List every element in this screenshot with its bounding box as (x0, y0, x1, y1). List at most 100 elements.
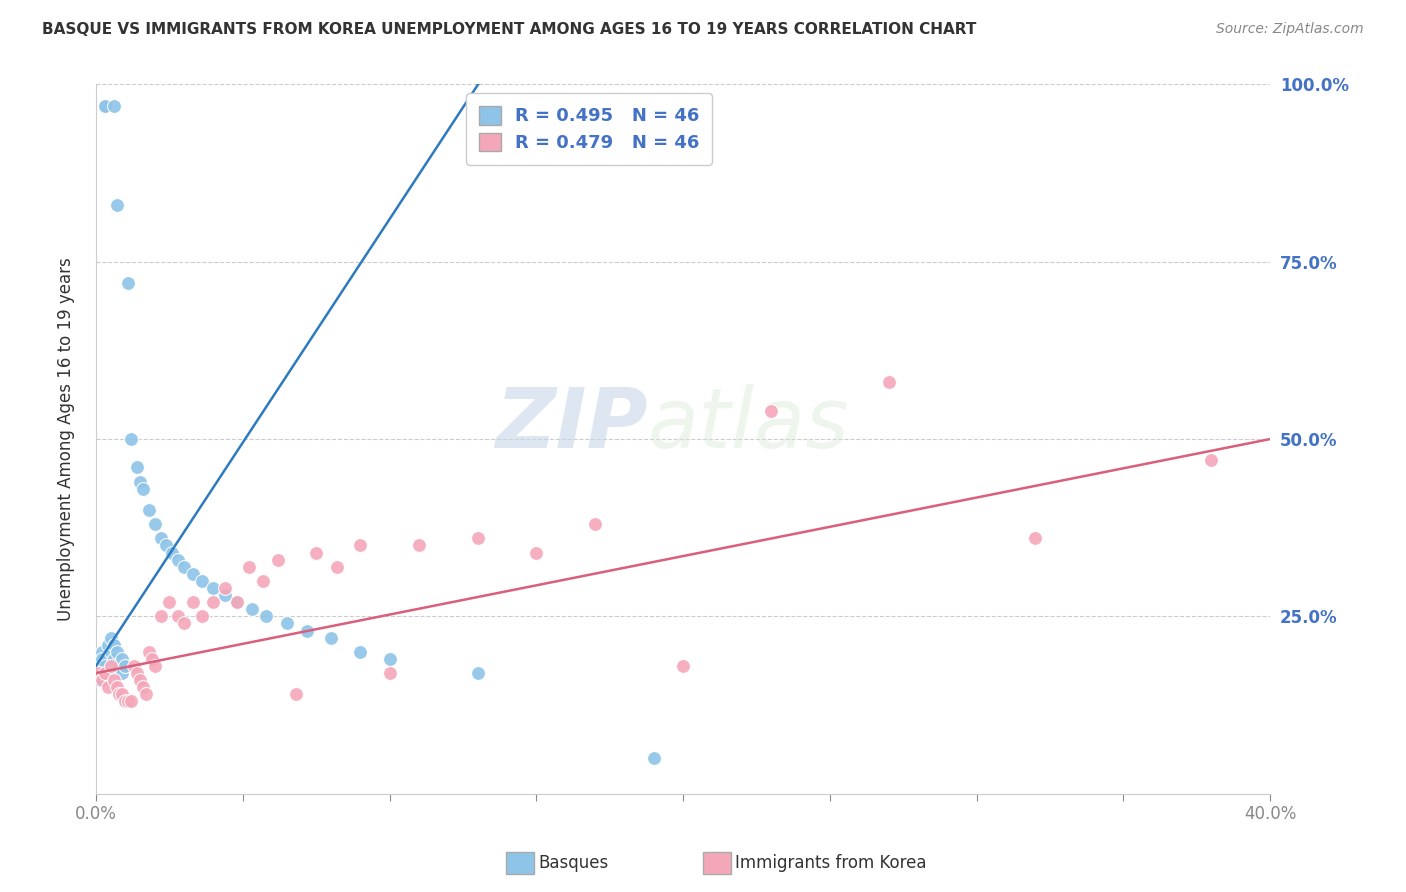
Point (173, 616, 195, 631)
Point (225, 595, 247, 609)
Point (162, 545, 184, 559)
Point (141, 652, 163, 666)
Point (349, 645, 371, 659)
Point (167, 609, 190, 624)
Point (240, 602, 263, 616)
Point (108, 687, 131, 701)
Point (238, 559, 260, 574)
Point (90, 673, 112, 688)
Point (94, 666, 117, 681)
Point (319, 631, 342, 645)
Point (127, 666, 149, 681)
Point (135, 687, 157, 701)
Point (1024, 532, 1046, 546)
Point (87, 652, 110, 666)
Point (103, 673, 125, 688)
Point (120, 432, 142, 446)
Point (127, 460, 149, 475)
Text: BASQUE VS IMMIGRANTS FROM KOREA UNEMPLOYMENT AMONG AGES 16 TO 19 YEARS CORRELATI: BASQUE VS IMMIGRANTS FROM KOREA UNEMPLOY… (42, 22, 977, 37)
Point (103, 99, 125, 113)
Point (138, 645, 160, 659)
Point (252, 574, 274, 588)
Point (284, 687, 307, 701)
Point (349, 538, 371, 552)
Point (114, 659, 136, 673)
Point (94, 99, 117, 113)
Point (225, 595, 247, 609)
Point (583, 517, 606, 532)
Point (117, 276, 139, 290)
Point (408, 538, 430, 552)
Point (167, 552, 190, 566)
Point (105, 645, 128, 659)
Point (143, 517, 166, 532)
Point (122, 659, 145, 673)
Point (267, 552, 290, 566)
Point (378, 666, 401, 681)
Point (467, 532, 489, 546)
Text: Source: ZipAtlas.com: Source: ZipAtlas.com (1216, 22, 1364, 37)
Point (149, 609, 172, 624)
Point (108, 659, 131, 673)
Point (111, 652, 134, 666)
Text: Basques: Basques (538, 854, 609, 871)
Point (254, 609, 277, 624)
Point (105, 681, 128, 695)
Point (103, 652, 125, 666)
Point (155, 538, 177, 552)
Point (103, 638, 125, 652)
Point (297, 624, 319, 638)
Point (117, 694, 139, 708)
Point (214, 581, 236, 595)
Point (129, 475, 152, 489)
Legend: R = 0.495   N = 46, R = 0.479   N = 46: R = 0.495 N = 46, R = 0.479 N = 46 (467, 94, 711, 165)
Point (877, 376, 900, 390)
Point (173, 559, 195, 574)
Point (672, 659, 695, 673)
Point (132, 681, 155, 695)
Point (129, 673, 152, 688)
Point (138, 503, 160, 517)
Point (87, 673, 110, 688)
Point (759, 403, 782, 417)
Point (1201, 453, 1223, 467)
Point (276, 616, 298, 631)
Point (643, 751, 665, 765)
Point (214, 588, 236, 602)
Point (90, 645, 112, 659)
Point (157, 595, 180, 609)
Point (97, 681, 120, 695)
Point (94, 659, 117, 673)
Point (190, 574, 212, 588)
Point (143, 659, 166, 673)
Point (111, 687, 134, 701)
Point (305, 545, 328, 559)
Point (181, 566, 204, 581)
Point (105, 198, 128, 212)
Point (524, 545, 547, 559)
Point (94, 99, 117, 113)
Point (97, 638, 120, 652)
Point (111, 666, 134, 681)
Y-axis label: Unemployment Among Ages 16 to 19 years: Unemployment Among Ages 16 to 19 years (58, 257, 75, 621)
Point (202, 595, 225, 609)
Point (100, 631, 122, 645)
Text: atlas: atlas (648, 384, 849, 466)
Point (181, 595, 204, 609)
Point (120, 694, 142, 708)
Point (100, 645, 122, 659)
Point (97, 666, 120, 681)
Point (132, 482, 155, 496)
Point (90, 652, 112, 666)
Point (149, 532, 172, 546)
Point (467, 666, 489, 681)
Text: ZIP: ZIP (495, 384, 648, 466)
Point (114, 694, 136, 708)
Point (100, 659, 122, 673)
Point (325, 559, 347, 574)
Point (190, 609, 212, 624)
Text: Immigrants from Korea: Immigrants from Korea (735, 854, 927, 871)
Point (378, 652, 401, 666)
Point (202, 581, 225, 595)
Point (87, 666, 110, 681)
